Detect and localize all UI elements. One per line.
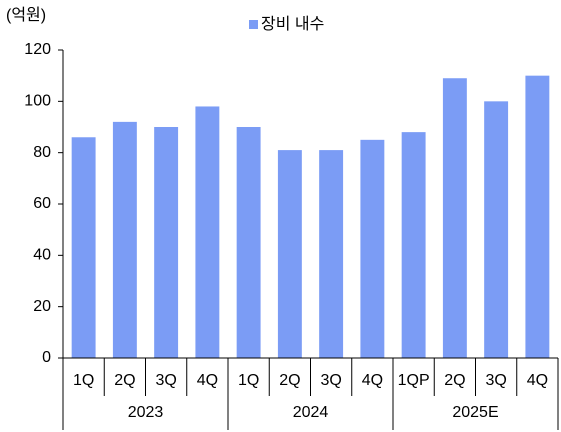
y-tick-label: 80: [33, 144, 51, 161]
x-tick-label: 2Q: [444, 372, 465, 389]
bar: [484, 101, 509, 358]
x-tick-label: 4Q: [362, 372, 383, 389]
y-tick-label: 40: [33, 247, 51, 264]
x-tick-label: 2Q: [279, 372, 300, 389]
bar: [277, 150, 302, 358]
x-tick-label: 1Q: [73, 372, 94, 389]
bar: [525, 75, 550, 359]
x-tick-label: 3Q: [320, 372, 341, 389]
bar: [195, 106, 220, 358]
bar: [401, 132, 426, 358]
x-tick-label: 1Q: [238, 372, 259, 389]
bar: [360, 139, 385, 358]
bar: [112, 121, 137, 358]
y-tick-label: 0: [42, 349, 51, 366]
y-tick-label: 60: [33, 195, 51, 212]
x-tick-label: 1QP: [398, 372, 430, 389]
legend-label: 장비 내수: [261, 15, 324, 33]
group-label: 2025E: [452, 404, 498, 421]
bar: [71, 137, 96, 358]
y-tick-label: 120: [24, 41, 51, 58]
x-tick-label: 2Q: [114, 372, 135, 389]
y-tick-label: 20: [33, 298, 51, 315]
x-tick-label: 4Q: [197, 372, 218, 389]
y-tick-label: 100: [24, 93, 51, 110]
group-label: 2023: [128, 404, 164, 421]
x-tick-label: 3Q: [155, 372, 176, 389]
bar: [319, 150, 344, 358]
bar: [236, 127, 261, 358]
x-tick-label: 4Q: [527, 372, 548, 389]
x-tick-label: 3Q: [485, 372, 506, 389]
group-label: 2024: [293, 404, 329, 421]
y-axis-label: (억원): [6, 6, 46, 24]
legend-swatch: [249, 20, 258, 29]
bar: [154, 127, 179, 358]
bar: [442, 78, 467, 358]
